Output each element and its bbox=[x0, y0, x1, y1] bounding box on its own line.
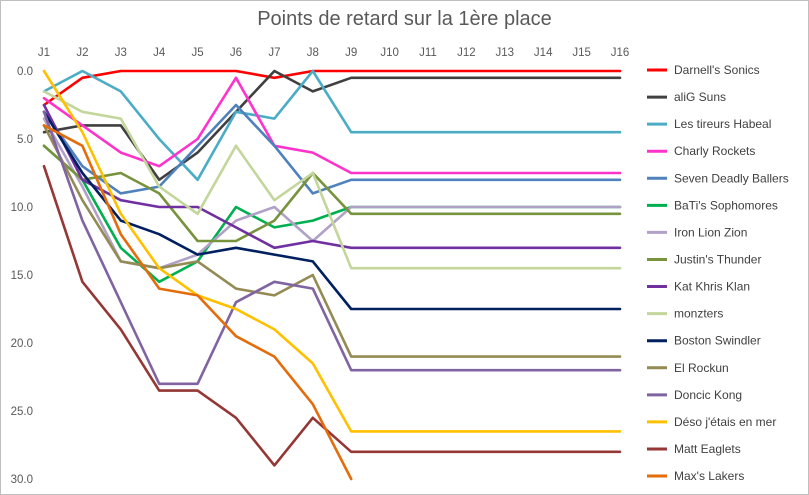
legend-label: monzters bbox=[674, 307, 723, 321]
y-axis: 0.0 5.0 10.0 15.0 20.0 25.0 30.0 bbox=[11, 66, 33, 486]
legend-label: Darnell's Sonics bbox=[674, 63, 760, 77]
y-tick-label: 25.0 bbox=[11, 406, 33, 418]
x-tick-label: J5 bbox=[192, 47, 204, 59]
legend-label: Max's Lakers bbox=[674, 469, 744, 483]
x-tick-label: J7 bbox=[268, 47, 280, 59]
series-line bbox=[42, 124, 353, 481]
series-line bbox=[42, 144, 622, 243]
x-tick-label: J11 bbox=[419, 47, 437, 59]
series-line bbox=[42, 90, 622, 270]
series-line bbox=[42, 103, 622, 250]
series-line bbox=[42, 110, 622, 311]
y-tick-label: 20.0 bbox=[11, 338, 33, 350]
series-line bbox=[42, 164, 622, 467]
plot-area bbox=[42, 69, 622, 481]
chart-title: Points de retard sur la 1ère place bbox=[257, 8, 552, 30]
series-line bbox=[42, 103, 622, 195]
series-line bbox=[42, 110, 622, 386]
legend-label: Seven Deadly Ballers bbox=[674, 171, 789, 185]
legend-label: BaTi's Sophomores bbox=[674, 198, 778, 212]
series-line bbox=[42, 69, 622, 182]
series-line bbox=[42, 69, 622, 433]
legend-label: Kat Khris Klan bbox=[674, 280, 750, 294]
y-tick-label: 10.0 bbox=[11, 202, 33, 214]
x-tick-label: J1 bbox=[38, 47, 50, 59]
x-tick-label: J12 bbox=[457, 47, 476, 59]
series-line bbox=[42, 124, 622, 358]
x-tick-label: J13 bbox=[496, 47, 515, 59]
legend-label: Matt Eaglets bbox=[674, 442, 741, 456]
x-tick-label: J4 bbox=[153, 47, 166, 59]
x-tick-label: J2 bbox=[76, 47, 88, 59]
x-tick-label: J15 bbox=[572, 47, 591, 59]
x-tick-label: J16 bbox=[611, 47, 630, 59]
legend-label: Boston Swindler bbox=[674, 334, 761, 348]
legend-label: aliG Suns bbox=[674, 90, 726, 104]
legend-label: Charly Rockets bbox=[674, 144, 755, 158]
x-tick-label: J14 bbox=[534, 47, 553, 59]
series-line bbox=[42, 69, 622, 107]
legend-label: Justin's Thunder bbox=[674, 252, 761, 266]
legend-label: Iron Lion Zion bbox=[674, 225, 747, 239]
x-tick-label: J6 bbox=[230, 47, 242, 59]
legend: Darnell's Sonics aliG Suns Les tireurs Hab… bbox=[647, 63, 789, 483]
legend-label: El Rockun bbox=[674, 361, 729, 375]
x-tick-label: J9 bbox=[345, 47, 357, 59]
legend-label: Les tireurs Habeal bbox=[674, 117, 771, 131]
y-tick-label: 5.0 bbox=[17, 134, 33, 146]
series-line bbox=[42, 76, 622, 175]
y-tick-label: 15.0 bbox=[11, 270, 33, 282]
y-tick-label: 0.0 bbox=[17, 66, 33, 78]
x-tick-label: J3 bbox=[115, 47, 127, 59]
x-axis: J1 J2 J3 J4 J5 J6 J7 J8 J9 J10 J11 J12 J13 J14 J15 J16 bbox=[38, 47, 629, 59]
x-tick-label: J8 bbox=[307, 47, 319, 59]
y-tick-label: 30.0 bbox=[11, 474, 33, 486]
legend-label: Doncic Kong bbox=[674, 388, 742, 402]
x-tick-label: J10 bbox=[380, 47, 399, 59]
legend-label: Déso j'étais en mer bbox=[674, 415, 776, 429]
